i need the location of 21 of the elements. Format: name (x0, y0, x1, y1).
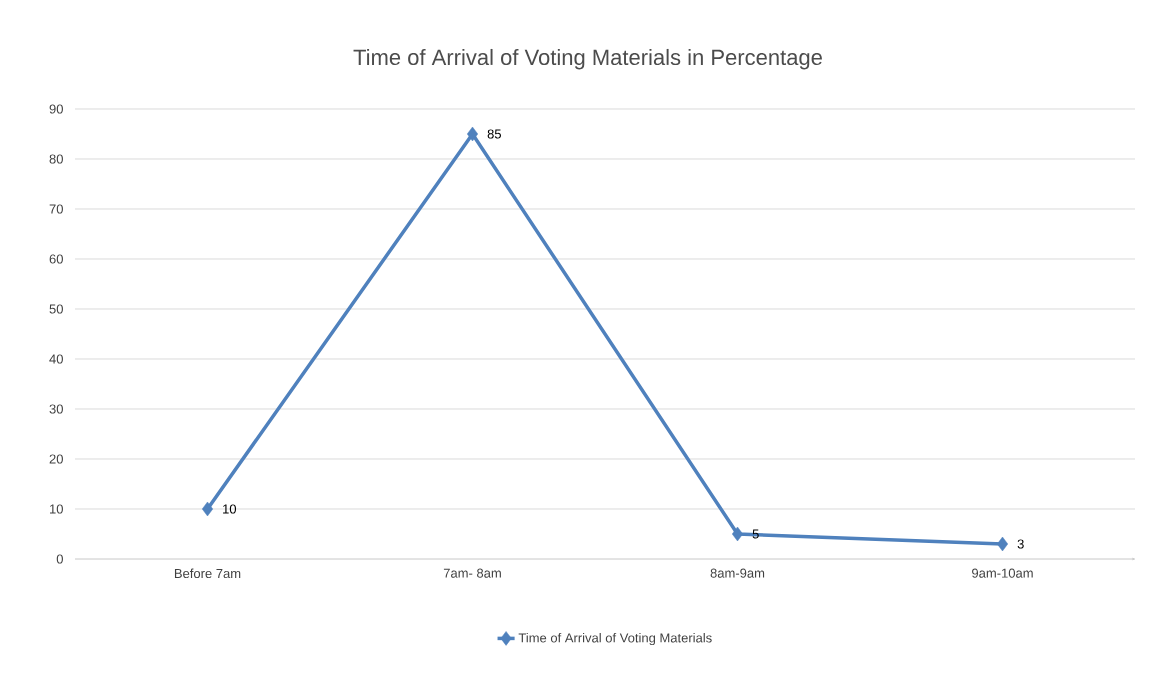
y-tick-label: 90 (49, 104, 63, 114)
y-tick-label: 50 (49, 304, 63, 314)
y-tick-label: 80 (49, 154, 63, 164)
y-tick-label: 70 (49, 204, 63, 214)
x-tick-label: 7am- 8am (443, 568, 501, 578)
y-tick-label: 30 (49, 404, 63, 414)
x-tick-label: 9am-10am (972, 568, 1033, 578)
y-tick-label: 10 (50, 504, 63, 514)
x-tick-label: 8am-9am (710, 568, 765, 578)
point (732, 526, 744, 542)
y-tick-label: 60 (49, 254, 63, 264)
y-tick-label: 0 (56, 554, 63, 564)
data-label: 3 (1017, 539, 1024, 549)
data-label: 85 (487, 129, 501, 139)
y-tick-label: 40 (49, 354, 63, 364)
y-tick-label: 20 (49, 454, 63, 464)
chart-title: Time of Arrival of Voting Materials in Percentage (353, 48, 822, 70)
x-tick-label: Before 7am (174, 568, 241, 579)
legend-label: Time of Arrival of Voting Materials (518, 632, 712, 646)
point (997, 536, 1009, 552)
data-label: 10 (223, 504, 237, 514)
